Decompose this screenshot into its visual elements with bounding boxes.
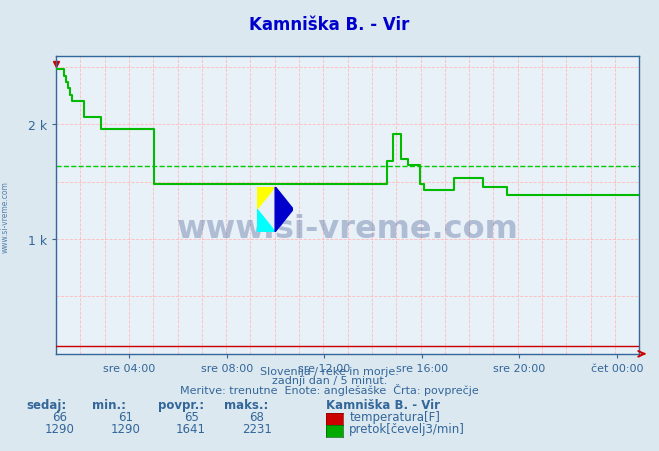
Polygon shape	[257, 210, 275, 232]
Text: Kamniška B. - Vir: Kamniška B. - Vir	[326, 398, 440, 411]
Text: temperatura[F]: temperatura[F]	[349, 410, 440, 423]
Text: min.:: min.:	[92, 398, 127, 411]
Text: 1290: 1290	[110, 422, 140, 435]
Text: maks.:: maks.:	[224, 398, 268, 411]
Text: www.si-vreme.com: www.si-vreme.com	[1, 180, 10, 253]
Text: Slovenija / reke in morje.: Slovenija / reke in morje.	[260, 366, 399, 376]
Text: 61: 61	[118, 410, 132, 423]
Text: povpr.:: povpr.:	[158, 398, 204, 411]
Text: www.si-vreme.com: www.si-vreme.com	[177, 214, 519, 244]
Text: 66: 66	[52, 410, 67, 423]
Polygon shape	[257, 187, 275, 210]
Text: 2231: 2231	[242, 422, 272, 435]
Text: sedaj:: sedaj:	[26, 398, 67, 411]
Text: 1290: 1290	[44, 422, 74, 435]
Text: pretok[čevelj3/min]: pretok[čevelj3/min]	[349, 422, 465, 435]
Text: 65: 65	[184, 410, 198, 423]
Text: Meritve: trenutne  Enote: anglešaške  Črta: povprečje: Meritve: trenutne Enote: anglešaške Črta…	[180, 383, 479, 395]
Polygon shape	[275, 187, 293, 232]
Text: Kamniška B. - Vir: Kamniška B. - Vir	[249, 16, 410, 34]
Text: 1641: 1641	[176, 422, 206, 435]
Text: zadnji dan / 5 minut.: zadnji dan / 5 minut.	[272, 375, 387, 385]
Text: 68: 68	[250, 410, 264, 423]
